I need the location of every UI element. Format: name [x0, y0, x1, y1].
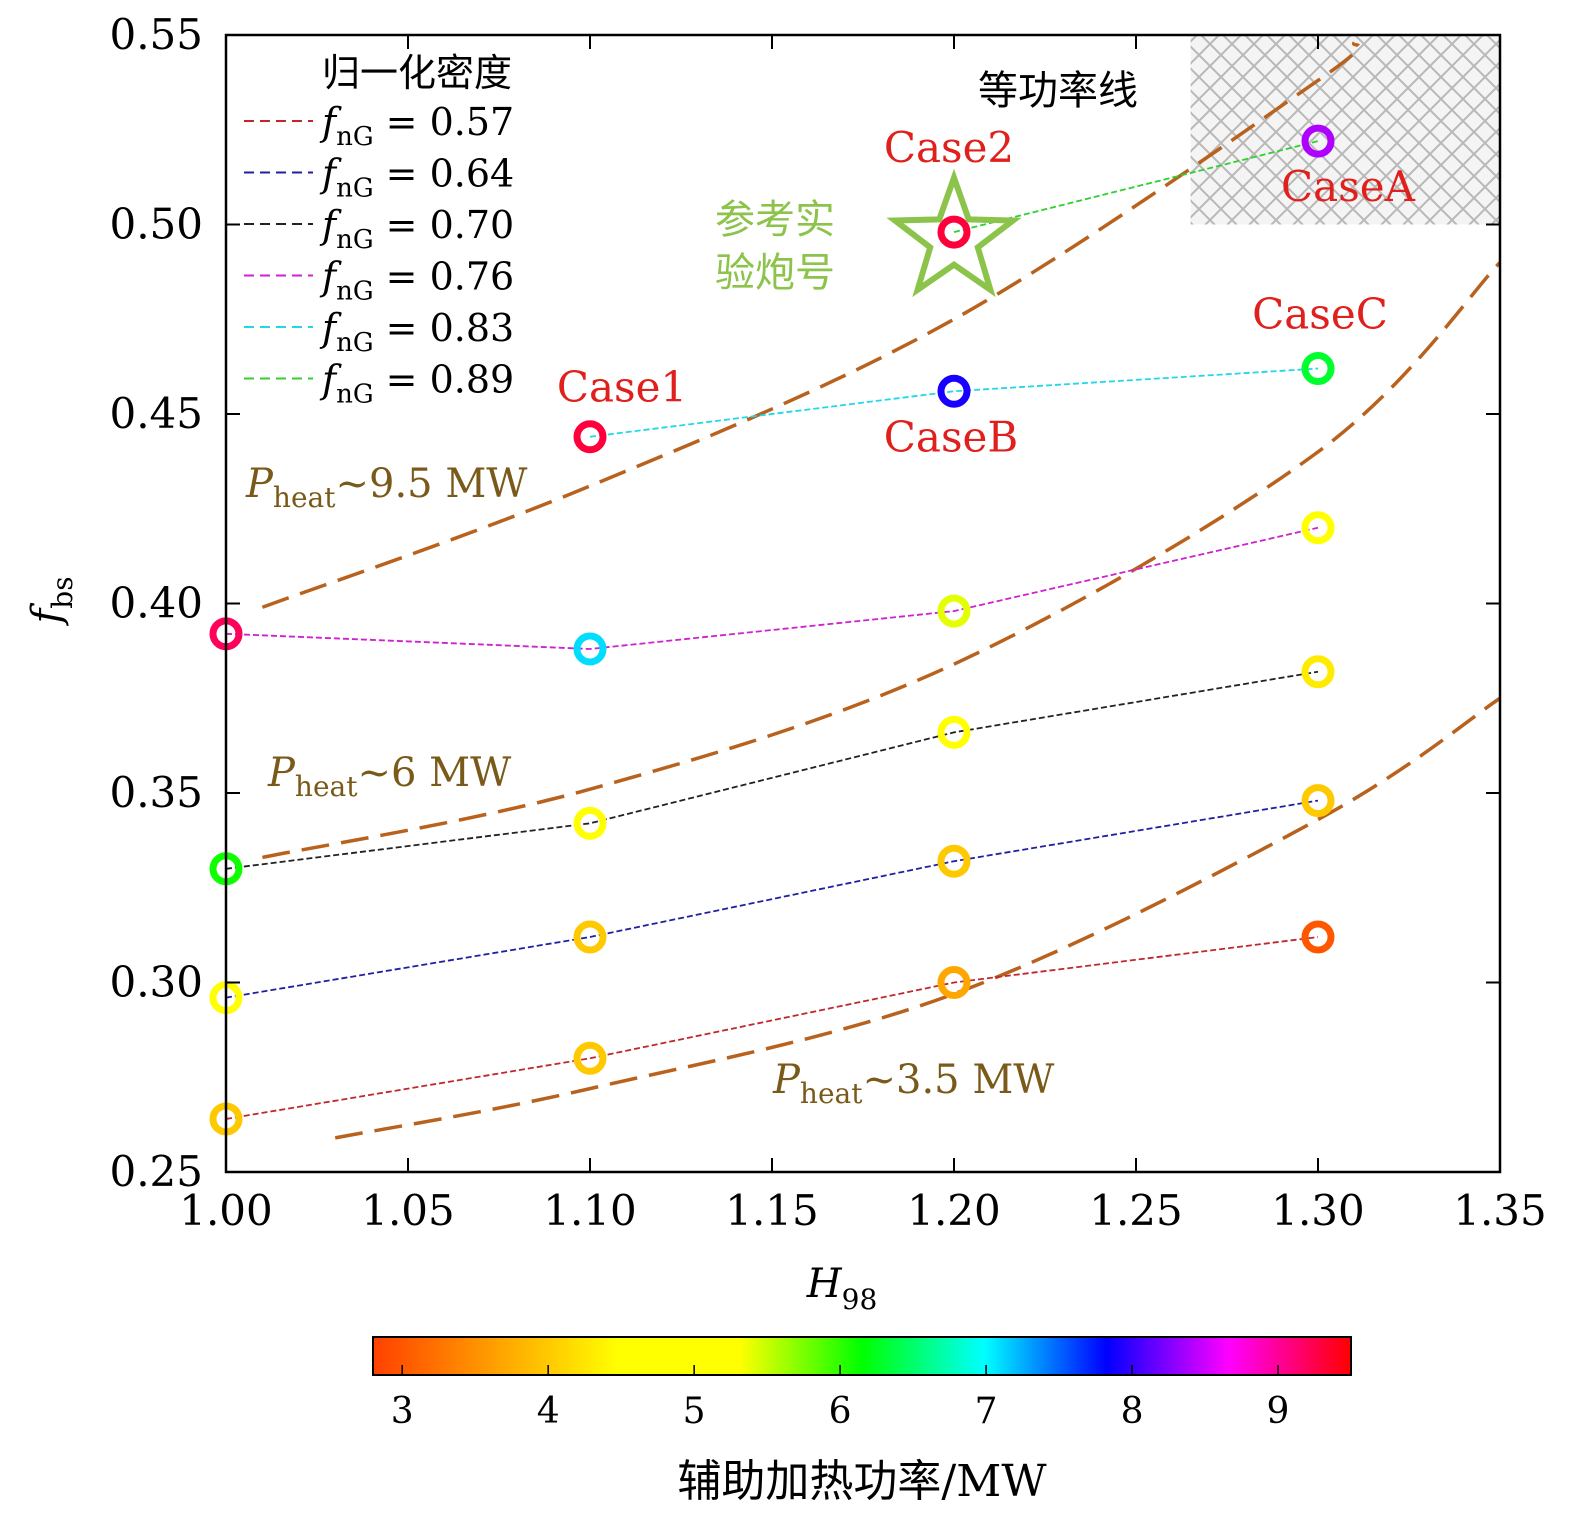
data-point: [573, 632, 607, 666]
colorbar-tick-label: 4: [537, 1391, 560, 1432]
power-line-label: Pheat~9.5 MW: [245, 461, 527, 514]
case-label: Case1: [557, 363, 687, 412]
data-point: [937, 594, 971, 628]
case-label: Case2: [884, 123, 1014, 172]
y-tick-label: 0.45: [109, 389, 203, 438]
x-axis-label: H98: [806, 1261, 878, 1316]
power-lines-title: 等功率线: [978, 68, 1138, 114]
x-tick-label: 1.20: [907, 1186, 1001, 1235]
data-point: [1301, 655, 1335, 689]
data-point: [1301, 511, 1335, 545]
colorbar-bar: [372, 1336, 1352, 1376]
data-point: [937, 966, 971, 999]
x-tick-label: 1.30: [1271, 1186, 1365, 1235]
colorbar-tick-label: 7: [975, 1391, 998, 1432]
power-line: [262, 261, 1502, 860]
shaded-region: [1190, 35, 1500, 225]
legend-entry: fnG = 0.70: [319, 203, 514, 255]
x-tick-label: 1.15: [725, 1186, 819, 1235]
data-point: [1301, 784, 1335, 818]
data-point: [937, 844, 971, 878]
y-tick-label: 0.40: [109, 579, 203, 628]
data-point: [573, 806, 607, 840]
x-tick-label: 1.00: [179, 1186, 273, 1235]
case-label: CaseC: [1252, 290, 1388, 339]
series-line: [589, 367, 1319, 438]
power-line-label: Pheat~6 MW: [267, 750, 511, 803]
reference-star-icon: [886, 168, 1022, 298]
y-tick-label: 0.25: [109, 1147, 203, 1196]
data-point: [573, 920, 607, 954]
power-line-label: Pheat~3.5 MW: [772, 1057, 1054, 1110]
case-label: CaseA: [1281, 162, 1416, 211]
reference-label-line1: 参考实: [715, 197, 835, 243]
power-line: [261, 41, 1361, 609]
series-line: [225, 670, 1319, 870]
legend-entry: fnG = 0.64: [319, 152, 514, 204]
legend-entry: fnG = 0.83: [319, 306, 514, 358]
data-point: [937, 374, 971, 408]
series-line: [225, 936, 1319, 1120]
reference-label-line2: 验炮号: [715, 250, 835, 296]
data-point: [937, 715, 971, 749]
y-tick-label: 0.30: [109, 958, 203, 1007]
data-point: [1301, 124, 1335, 158]
colorbar-tick-label: 9: [1267, 1391, 1290, 1432]
data-point: [573, 1041, 607, 1075]
data-point: [1301, 352, 1335, 386]
colorbar-tick-label: 8: [1121, 1391, 1144, 1432]
y-axis-label-sub: bs: [46, 576, 79, 608]
case-label: CaseB: [884, 412, 1018, 461]
x-tick-label: 1.10: [543, 1186, 637, 1235]
y-axis-label: fbs: [24, 576, 79, 626]
x-tick-label: 1.35: [1453, 1186, 1547, 1235]
series-line: [225, 799, 1319, 999]
legend-entry: fnG = 0.76: [319, 255, 514, 307]
x-tick-label: 1.25: [1089, 1186, 1183, 1235]
y-tick-label: 0.50: [109, 200, 203, 249]
colorbar-tick-label: 6: [829, 1391, 852, 1432]
series-line: [225, 526, 1319, 650]
power-line: [334, 696, 1501, 1140]
x-axis-label-sub: 98: [842, 1283, 878, 1316]
y-tick-label: 0.35: [109, 768, 203, 817]
data-point: [573, 420, 607, 454]
legend-title: 归一化密度: [322, 51, 512, 95]
colorbar-label: 辅助加热功率/MW: [677, 1456, 1047, 1507]
legend-entry: fnG = 0.57: [319, 100, 514, 152]
colorbar-tick-label: 5: [683, 1391, 706, 1432]
x-tick-label: 1.05: [361, 1186, 455, 1235]
colorbar: 3 4 5 6 7 8 9 辅助加热功率/MW: [372, 1336, 1352, 1507]
data-point: [937, 215, 971, 249]
y-tick-label: 0.55: [109, 10, 203, 59]
colorbar-tick-label: 3: [391, 1391, 414, 1432]
data-point: [1301, 920, 1335, 954]
legend-entry: fnG = 0.89: [319, 358, 514, 410]
